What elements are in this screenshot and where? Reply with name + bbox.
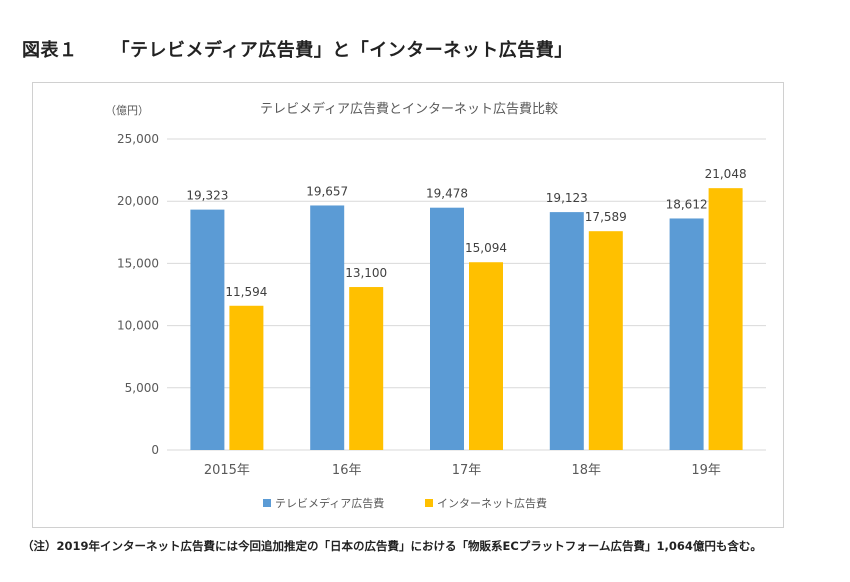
y-tick-label: 10,000 — [117, 319, 159, 333]
legend-swatch-tv — [263, 499, 271, 507]
y-unit-label: （億円） — [105, 104, 149, 117]
data-label-tv: 19,657 — [306, 184, 348, 198]
footnote: （注）2019年インターネット広告費には今回追加推定の「日本の広告費」における「… — [22, 539, 762, 553]
bar-tv — [430, 207, 464, 450]
y-tick-label: 20,000 — [117, 194, 159, 208]
x-tick-label: 2015年 — [204, 463, 250, 478]
y-tick-label: 5,000 — [125, 381, 159, 395]
data-label-internet: 13,100 — [345, 266, 387, 280]
bar-chart: テレビメディア広告費とインターネット広告費比較 （億円） 0 5,000 10,000 1… — [105, 101, 766, 510]
bar-internet — [708, 188, 743, 450]
legend-swatch-internet — [425, 499, 433, 507]
data-label-internet: 11,594 — [225, 285, 267, 299]
y-tick-label: 25,000 — [117, 132, 159, 146]
data-label-tv: 19,323 — [186, 189, 228, 203]
bar-internet — [349, 287, 384, 450]
data-label-internet: 21,048 — [705, 167, 747, 181]
figure-number: 図表１ — [22, 40, 78, 61]
bar-internet — [588, 231, 623, 450]
x-tick-label: 16年 — [332, 463, 362, 478]
data-label-tv: 19,123 — [546, 191, 588, 205]
bar-tv — [310, 205, 345, 450]
y-tick-label: 15,000 — [117, 256, 159, 270]
x-tick-label: 18年 — [572, 463, 602, 478]
x-tick-label: 19年 — [691, 463, 721, 478]
figure-title: 図表１ 「テレビメディア広告費」と「インターネット広告費」 — [22, 36, 573, 62]
bar-internet — [229, 305, 264, 450]
bar-tv — [190, 209, 225, 450]
chart-container: テレビメディア広告費とインターネット広告費比較 （億円） 0 5,000 10,000 1… — [32, 82, 784, 528]
y-tick-label: 0 — [151, 443, 159, 457]
legend-label-internet: インターネット広告費 — [437, 496, 547, 510]
bar-tv — [549, 212, 584, 450]
bar-tv — [669, 218, 704, 450]
x-tick-label: 17年 — [452, 463, 482, 478]
figure-title-text: 「テレビメディア広告費」と「インターネット広告費」 — [111, 40, 573, 61]
legend-label-tv: テレビメディア広告費 — [275, 496, 384, 510]
data-label-internet: 15,094 — [465, 241, 507, 255]
data-label-internet: 17,589 — [585, 210, 627, 224]
chart-title: テレビメディア広告費とインターネット広告費比較 — [260, 101, 558, 117]
bar-internet — [469, 262, 503, 450]
data-label-tv: 19,478 — [426, 187, 468, 201]
data-label-tv: 18,612 — [666, 197, 708, 211]
